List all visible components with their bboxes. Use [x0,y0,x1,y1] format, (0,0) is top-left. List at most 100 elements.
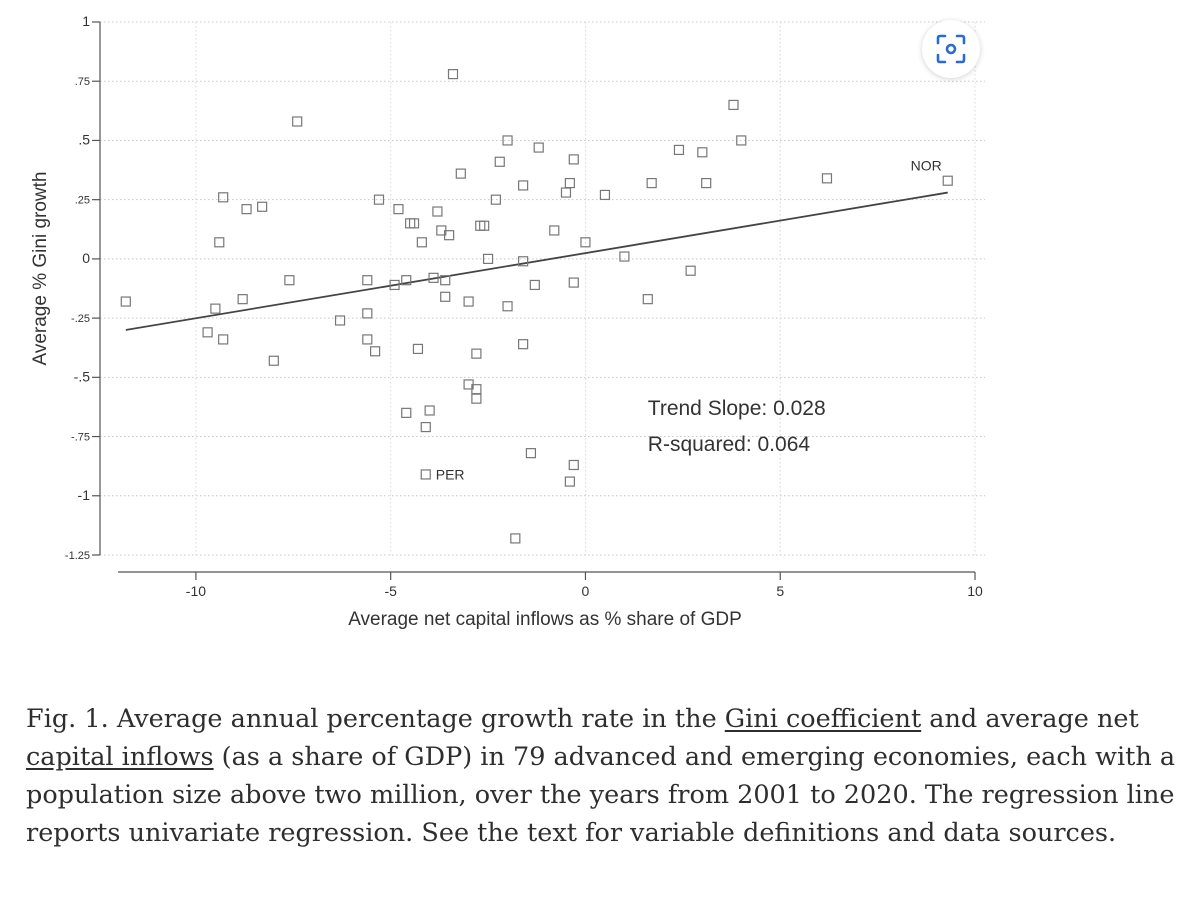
data-point [518,339,529,350]
point-label-per: PER [436,466,465,482]
y-tick-label: .5 [78,131,90,147]
data-point [685,265,696,276]
data-point [529,279,540,291]
data-point [405,218,416,229]
data-point [564,177,575,189]
zoom-button[interactable] [922,20,980,78]
data-point [568,277,579,288]
annotation-text: Trend Slope: 0.028 [648,397,826,420]
data-point [292,116,303,127]
scatter-chart: 1 .75 .5 .25 0 -.25 -.5 -.75 -1 -1.25 -10 -5 0 5 10 Ave… [30,13,985,630]
data-point [210,303,221,314]
data-point [463,296,474,307]
y-tick-label: .75 [75,76,90,88]
data-point [821,173,833,184]
data-point [697,147,708,158]
data-point [373,194,385,205]
y-tick-label: 1 [82,13,90,29]
data-point [518,256,529,267]
data-point [202,327,213,338]
trend-line [125,191,948,331]
x-tick-label: 0 [582,583,590,599]
data-point [420,421,431,433]
data-point [502,301,513,312]
data-point [673,144,685,156]
data-point [408,218,420,229]
data-point [393,204,404,215]
data-point [525,448,537,459]
data-point [412,343,424,355]
data-point [218,334,229,345]
data-point [736,135,747,146]
data-point [549,225,560,236]
y-axis-title: Average % Gini growth [30,172,51,366]
data-point [619,251,630,262]
data-point [389,279,400,291]
point-label-nor: NOR [911,158,942,174]
y-tick-label: -.5 [74,368,91,384]
data-point [479,220,490,231]
data-point [646,177,657,189]
data-point [494,156,505,167]
data-point [432,206,443,217]
data-point [447,69,459,80]
x-tick-label: -10 [186,583,206,599]
y-tick-label: -1.25 [65,550,90,562]
data-point [428,272,439,283]
data-point [560,187,572,198]
data-point [471,348,482,359]
data-point [362,275,373,286]
data-point [564,476,575,487]
x-tick-label: -5 [384,583,397,599]
data-point [455,168,466,179]
y-tick-label: 0 [82,250,90,266]
caption-text: Fig. 1. Average annual percentage growth… [26,704,725,734]
annotation-text: R-squared: 0.064 [648,433,811,456]
y-tick-label: -1 [78,487,91,503]
y-tick-label: -.25 [71,313,90,325]
data-point [257,201,268,212]
data-point [475,220,486,231]
chart-figure: 1 .75 .5 .25 0 -.25 -.5 -.75 -1 -1.25 -10 -5 0 5 10 Ave… [30,13,985,630]
data-point [502,135,513,146]
data-point [440,275,451,286]
data-point [218,192,229,203]
data-point [482,253,494,264]
data-point [599,189,611,201]
data-point [568,154,579,165]
data-point [518,180,529,191]
data-point [642,294,653,305]
data-point [120,296,131,307]
data-point [580,237,591,248]
data-point [490,194,501,205]
x-tick-label: 5 [776,583,784,599]
data-point [424,405,435,416]
data-point [533,142,544,153]
x-tick-label: 10 [967,583,983,599]
capital-inflows-link[interactable]: capital inflows [26,742,214,772]
data-point [440,291,451,302]
figure-caption: Fig. 1. Average annual percentage growth… [26,700,1186,852]
zoom-expand-icon [936,34,966,64]
x-axis-title: Average net capital inflows as % share o… [348,609,742,630]
y-tick-label: -.75 [71,432,90,444]
caption-text: (as a share of GDP) in 79 advanced and e… [26,742,1176,848]
data-point [214,237,225,248]
data-point-nor [942,175,953,186]
gini-coefficient-link[interactable]: Gini coefficient [724,704,922,734]
data-point [701,177,712,189]
data-point [284,275,295,286]
data-point-per [420,469,431,480]
data-point [401,275,412,286]
data-point [728,99,739,111]
data-point [370,346,381,357]
data-point [334,315,346,326]
data-point [362,308,373,319]
data-point [471,393,482,404]
caption-text: and average net [921,704,1139,734]
data-point [401,407,412,418]
data-point [241,204,252,215]
data-point [237,294,248,305]
y-tick-label: .25 [75,195,90,207]
data-point [268,355,279,366]
